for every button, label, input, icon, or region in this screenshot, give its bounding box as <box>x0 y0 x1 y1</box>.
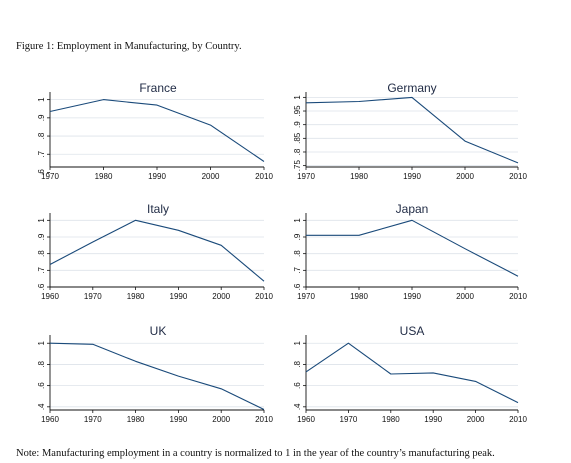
x-tick-label: 2010 <box>509 292 527 301</box>
y-tick-label: .8 <box>37 132 46 139</box>
y-tick-label: 1 <box>293 340 302 345</box>
series-line-germany <box>305 96 519 164</box>
y-tick-label: .6 <box>293 283 302 290</box>
series-line-france <box>49 99 265 162</box>
panel-france: France .6 .7 .8 .9 1 1970 1980 1990 2000 2010 <box>37 81 273 181</box>
y-tick-label: .7 <box>293 266 302 273</box>
y-tick-label: .75 <box>293 160 302 172</box>
y-tick-label: .4 <box>293 403 302 410</box>
series-line-italy <box>49 219 265 282</box>
panel-japan: Japan .6 .7 .8 .9 1 1970 1980 1990 2000 2010 <box>293 202 527 301</box>
x-tick-label: 2010 <box>509 415 527 424</box>
y-tick-label: .8 <box>293 250 302 257</box>
x-tick-label: 1970 <box>41 172 59 181</box>
x-tick-label: 2010 <box>509 172 527 181</box>
panel-title-usa: USA <box>400 324 425 338</box>
x-tick-label: 2000 <box>212 292 230 301</box>
panel-uk: UK .4 .6 .8 1 1960 1970 1980 1990 2000 2010 <box>37 324 273 424</box>
x-tick-label: 1980 <box>127 292 145 301</box>
figure-caption: Figure 1: Employment in Manufacturing, b… <box>16 41 242 52</box>
figure-note: Note: Manufacturing employment in a coun… <box>16 448 495 459</box>
y-tick-label: .8 <box>293 361 302 368</box>
x-tick-label: 1980 <box>95 172 113 181</box>
x-tick-label: 1960 <box>297 415 315 424</box>
y-tick-label: .85 <box>293 132 302 144</box>
y-tick-label: .7 <box>37 150 46 157</box>
panel-italy: Italy .6 .7 .8 .9 1 1960 1970 1980 1990 2000 2010 <box>37 202 273 301</box>
x-tick-label: 1980 <box>382 415 400 424</box>
y-tick-label: .6 <box>37 382 46 389</box>
y-tick-label: 1 <box>37 340 46 345</box>
y-tick-label: .6 <box>37 283 46 290</box>
y-tick-label: 1 <box>37 218 46 223</box>
y-tick-label: .9 <box>293 233 302 240</box>
x-tick-label: 1970 <box>84 292 102 301</box>
x-tick-label: 1970 <box>84 415 102 424</box>
x-tick-label: 2000 <box>467 415 485 424</box>
y-tick-label: .9 <box>293 121 302 128</box>
panel-germany: Germany .75 .8 .85 .9 .95 1 1970 1980 1990 2000 201… <box>293 81 527 181</box>
y-tick-label: .9 <box>37 233 46 240</box>
x-tick-label: 1970 <box>297 292 315 301</box>
y-tick-label: 1 <box>293 95 302 100</box>
series-line-uk <box>49 342 265 410</box>
x-tick-label: 1980 <box>350 172 368 181</box>
y-tick-label: .6 <box>37 169 46 176</box>
x-tick-label: 1990 <box>403 172 421 181</box>
y-tick-label: .7 <box>37 266 46 273</box>
x-tick-label: 1970 <box>297 172 315 181</box>
series-line-usa <box>305 342 519 404</box>
series-line-japan <box>306 219 519 277</box>
y-tick-label: .95 <box>293 105 302 117</box>
y-tick-label: .8 <box>37 250 46 257</box>
panel-title-japan: Japan <box>396 202 429 216</box>
x-tick-label: 2010 <box>255 415 273 424</box>
y-tick-label: .6 <box>293 382 302 389</box>
y-tick-label: .8 <box>293 148 302 155</box>
panel-usa: USA .4 .6 .8 1 1960 1970 1980 1990 2000 2010 <box>293 324 527 424</box>
x-tick-label: 1990 <box>148 172 166 181</box>
x-tick-label: 2000 <box>212 415 230 424</box>
x-tick-label: 2000 <box>456 172 474 181</box>
y-tick-label: .4 <box>37 403 46 410</box>
x-tick-label: 1960 <box>41 292 59 301</box>
x-tick-label: 1990 <box>170 292 188 301</box>
y-tick-label: 1 <box>37 97 46 102</box>
x-tick-label: 1990 <box>403 292 421 301</box>
x-tick-label: 2010 <box>255 172 273 181</box>
panel-title-italy: Italy <box>147 202 169 216</box>
x-tick-label: 2010 <box>255 292 273 301</box>
x-tick-label: 2000 <box>456 292 474 301</box>
panel-title-france: France <box>139 81 177 95</box>
x-tick-label: 1990 <box>424 415 442 424</box>
x-tick-label: 2000 <box>202 172 220 181</box>
x-tick-label: 1980 <box>350 292 368 301</box>
x-tick-label: 1960 <box>41 415 59 424</box>
y-tick-label: .9 <box>37 114 46 121</box>
x-tick-label: 1980 <box>127 415 145 424</box>
y-tick-label: 1 <box>293 218 302 223</box>
x-tick-label: 1970 <box>340 415 358 424</box>
y-tick-label: .8 <box>37 361 46 368</box>
panel-title-germany: Germany <box>387 81 436 95</box>
panel-title-uk: UK <box>150 324 167 338</box>
x-tick-label: 1990 <box>170 415 188 424</box>
